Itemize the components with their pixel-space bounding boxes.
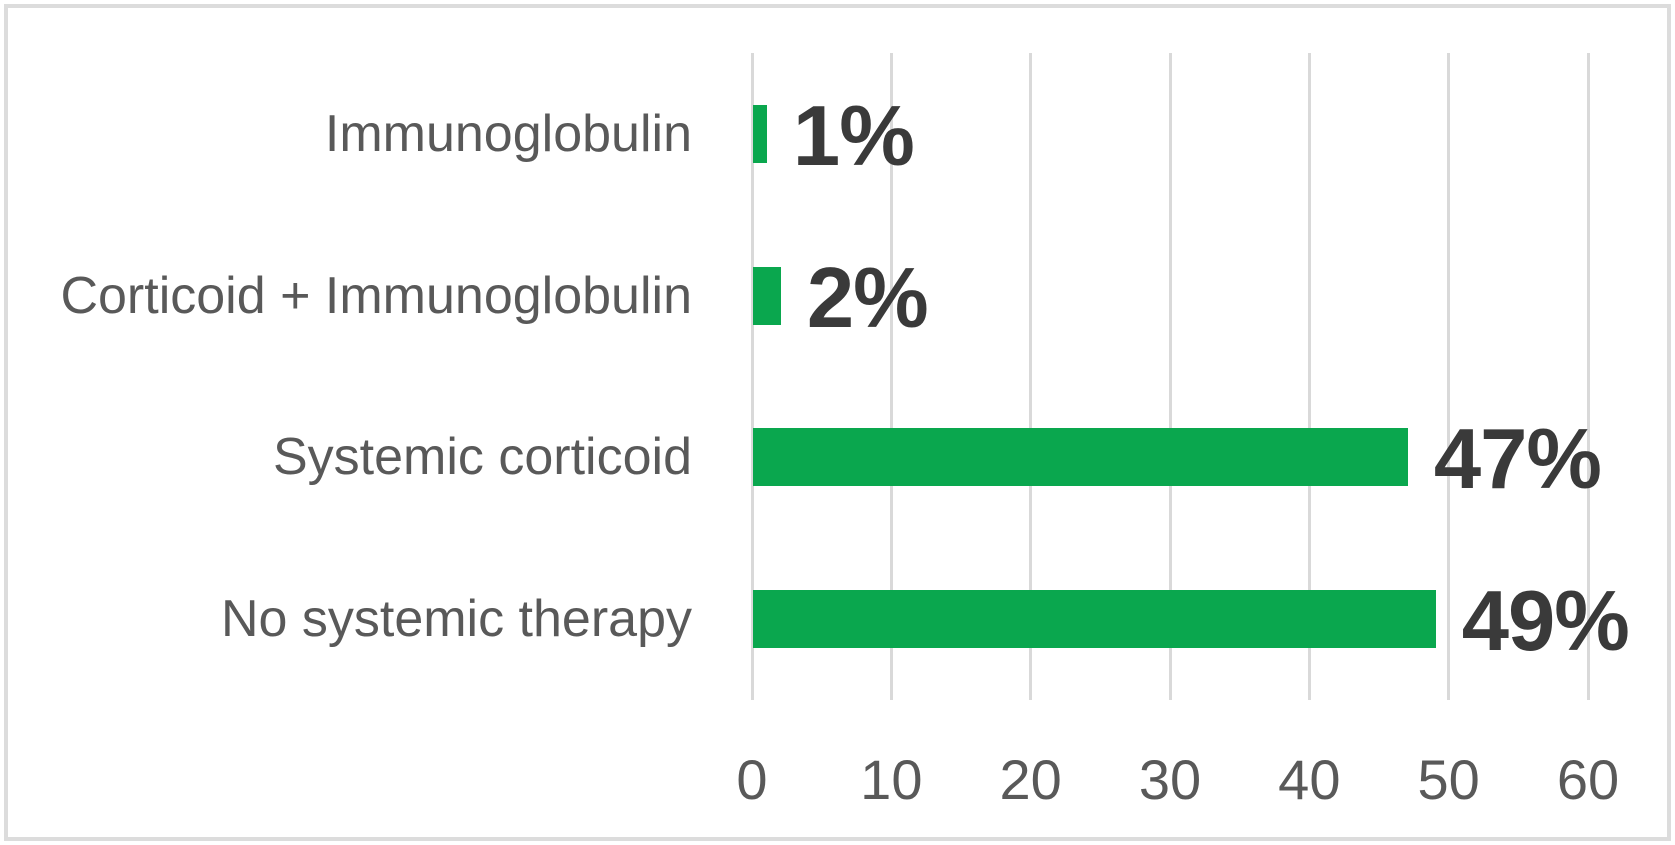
value-label: 1% [792,88,915,184]
x-axis-tick-label: 10 [860,748,923,811]
x-axis-tick-label: 0 [736,748,768,811]
bar [753,428,1408,487]
category-label: Systemic corticoid [273,428,692,487]
category-label: No systemic therapy [220,590,692,649]
value-label: 49% [1461,574,1630,670]
gridline-x-60 [1586,53,1590,700]
value-label: 47% [1433,412,1602,508]
x-axis-tick-label: 60 [1556,748,1620,811]
gridline-x-20 [1029,53,1033,700]
bar [753,266,781,325]
gridline-x-0 [750,53,754,700]
x-axis-tick-label: 40 [1278,748,1341,811]
gridline-x-50 [1447,53,1451,700]
x-axis-tick-label: 50 [1417,748,1480,811]
bar [753,104,767,163]
bar [753,590,1436,649]
category-label: Corticoid + Immunoglobulin [60,266,692,325]
x-axis-tick-label: 30 [1138,748,1202,811]
chart-border-frame [4,4,1671,841]
x-axis-tick-label: 20 [999,748,1062,811]
gridline-x-10 [889,53,893,700]
category-label: Immunoglobulin [324,104,692,163]
value-label: 2% [806,250,929,346]
gridline-x-30 [1168,53,1172,700]
gridline-x-40 [1307,53,1311,700]
